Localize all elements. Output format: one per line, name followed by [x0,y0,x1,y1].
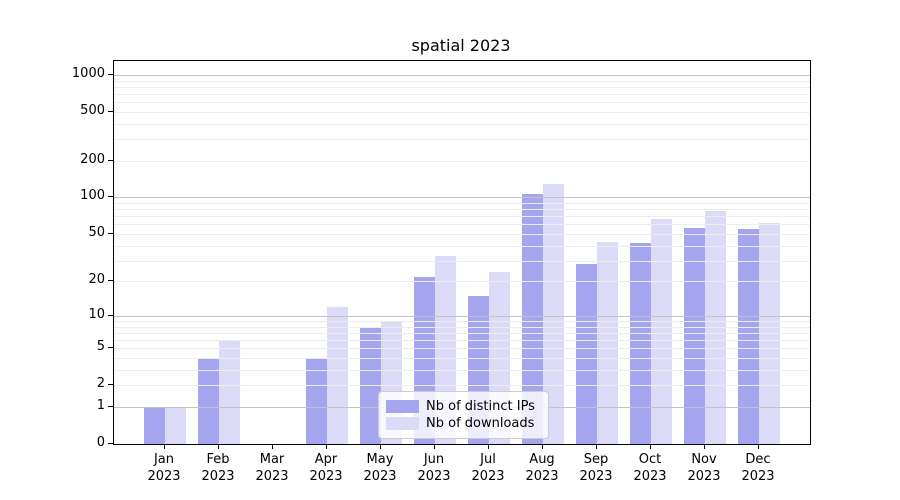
legend-row-downloads: Nb of downloads [386,415,540,432]
bar-distinct-ips-oct [630,243,651,444]
bar-distinct-ips-aug [522,193,543,444]
bar-distinct-ips-nov [684,228,705,444]
x-tick-mark-sep [596,444,597,449]
x-tick-mark-oct [650,444,651,449]
y-tick-label-500: 500 [80,103,105,118]
y-tick-mark-5 [108,347,113,348]
chart-title: spatial 2023 [411,36,511,55]
y-tick-label-10: 10 [88,307,105,322]
legend-label-distinct-ips: Nb of distinct IPs [426,399,535,414]
legend-label-downloads: Nb of downloads [426,416,535,431]
bar-downloads-oct [651,218,672,444]
plot-area [113,60,811,445]
x-tick-label-jul: Jul 2023 [471,452,505,484]
y-tick-mark-100 [108,196,113,197]
bar-distinct-ips-feb [198,358,219,444]
y-tick-mark-2 [108,384,113,385]
x-tick-label-nov: Nov 2023 [687,452,721,484]
x-tick-mark-aug [542,444,543,449]
y-tick-label-20: 20 [88,272,105,287]
x-tick-mark-mar [272,444,273,449]
x-tick-mark-may [380,444,381,449]
y-tick-mark-500 [108,111,113,112]
y-tick-mark-50 [108,233,113,234]
bar-downloads-jan [165,406,186,444]
bar-distinct-ips-dec [738,228,759,444]
legend: Nb of distinct IPs Nb of downloads [378,391,549,439]
bar-downloads-sep [597,241,618,444]
legend-swatch-downloads [386,417,419,430]
bar-downloads-nov [705,210,726,444]
bar-distinct-ips-apr [306,358,327,444]
legend-swatch-distinct-ips [386,400,419,413]
legend-row-distinct-ips: Nb of distinct IPs [386,398,540,415]
x-tick-mark-jan [164,444,165,449]
y-tick-mark-1000 [108,74,113,75]
bar-downloads-feb [219,340,240,444]
y-tick-label-1000: 1000 [71,66,105,81]
x-tick-mark-nov [704,444,705,449]
y-tick-mark-10 [108,315,113,316]
x-tick-mark-dec [758,444,759,449]
y-tick-label-5: 5 [96,339,105,354]
x-tick-mark-jul [488,444,489,449]
x-tick-mark-feb [218,444,219,449]
x-tick-label-aug: Aug 2023 [525,452,559,484]
x-tick-label-may: May 2023 [363,452,397,484]
bar-downloads-apr [327,306,348,444]
y-tick-label-0: 0 [96,435,105,450]
x-tick-mark-jun [434,444,435,449]
y-tick-mark-20 [108,280,113,281]
bars-layer [114,61,810,444]
x-tick-label-jun: Jun 2023 [417,452,451,484]
y-tick-label-1: 1 [96,398,105,413]
y-tick-mark-1 [108,406,113,407]
y-tick-label-50: 50 [88,225,105,240]
bar-downloads-aug [543,184,564,444]
x-tick-label-dec: Dec 2023 [741,452,775,484]
y-tick-label-2: 2 [96,376,105,391]
x-tick-mark-apr [326,444,327,449]
bar-downloads-dec [759,222,780,444]
x-tick-label-apr: Apr 2023 [309,452,343,484]
y-tick-label-100: 100 [80,188,105,203]
x-tick-label-feb: Feb 2023 [201,452,235,484]
x-tick-label-mar: Mar 2023 [255,452,289,484]
x-tick-label-oct: Oct 2023 [633,452,667,484]
bar-distinct-ips-sep [576,264,597,444]
y-tick-mark-200 [108,160,113,161]
x-tick-label-jan: Jan 2023 [147,452,181,484]
y-tick-label-200: 200 [80,152,105,167]
y-tick-mark-0 [108,443,113,444]
bar-distinct-ips-jan [144,406,165,444]
x-tick-label-sep: Sep 2023 [579,452,613,484]
